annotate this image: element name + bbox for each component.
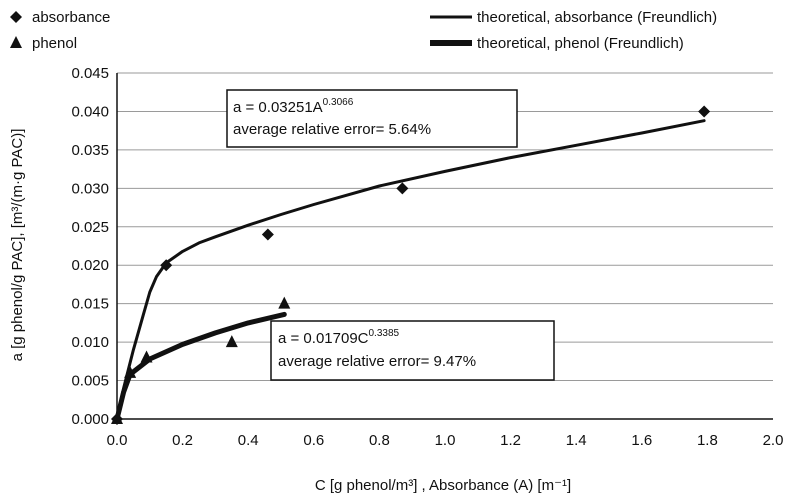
annotation-error: average relative error= 9.47%: [278, 353, 476, 370]
series-line: [114, 311, 287, 422]
data-point-triangle: [111, 412, 123, 424]
data-point-diamond: [261, 228, 274, 241]
x-tick-label: 0.4: [238, 432, 259, 449]
legend-label-phenol: phenol: [32, 35, 77, 52]
y-axis-label: a [g phenol/g PAC], [m³/(m·g PAC)]: [9, 129, 26, 362]
y-tick-labels: 0.000 0.005 0.010 0.015 0.020 0.025 0.030 0.035…: [71, 65, 109, 428]
x-tick-label: 1.6: [631, 432, 652, 449]
y-tick-label: 0.000: [71, 411, 109, 428]
data-point-triangle: [278, 296, 291, 309]
y-tick-label: 0.045: [71, 65, 109, 82]
axes: [116, 73, 773, 420]
data-point-diamond: [698, 105, 711, 118]
legend-marker-diamond: [10, 11, 22, 23]
x-tick-label: 0.6: [303, 432, 324, 449]
annotation-equation: a = 0.03251A0.3066: [233, 97, 354, 116]
x-tick-label: 0.2: [172, 432, 193, 449]
y-tick-label: 0.030: [71, 180, 109, 197]
data-point-diamond: [396, 182, 409, 195]
legend-label-theoretical-absorbance: theoretical, absorbance (Freundlich): [477, 9, 717, 26]
gridlines: [117, 72, 773, 382]
data-point-triangle: [225, 335, 238, 348]
x-tick-label: 0.8: [369, 432, 390, 449]
x-tick-label: 0.0: [107, 432, 128, 449]
series-lines: [114, 119, 706, 422]
y-tick-label: 0.025: [71, 219, 109, 236]
series-line: [115, 119, 706, 421]
annotation-box: [226, 89, 518, 148]
annotation-absorbance: a = 0.03251A0.3066 average relative erro…: [226, 89, 518, 148]
y-tick-label: 0.010: [71, 334, 109, 351]
y-tick-label: 0.005: [71, 373, 109, 390]
data-point-triangle: [140, 350, 153, 363]
annotation-equation: a = 0.01709C0.3385: [278, 328, 400, 347]
legend: absorbance phenol theoretical, absorbanc…: [10, 9, 717, 52]
legend-marker-triangle: [10, 36, 22, 48]
x-tick-label: 2.0: [763, 432, 784, 449]
y-tick-label: 0.020: [71, 257, 109, 274]
x-tick-label: 1.2: [500, 432, 521, 449]
y-tick-label: 0.015: [71, 296, 109, 313]
annotation-error: average relative error= 5.64%: [233, 121, 431, 138]
legend-label-theoretical-phenol: theoretical, phenol (Freundlich): [477, 35, 684, 52]
x-tick-label: 1.0: [435, 432, 456, 449]
y-tick-label: 0.040: [71, 103, 109, 120]
x-axis-label: C [g phenol/m³] , Absorbance (A) [m⁻¹]: [315, 477, 571, 494]
legend-label-absorbance: absorbance: [32, 9, 110, 26]
annotation-phenol: a = 0.01709C0.3385 average relative erro…: [270, 320, 555, 381]
y-tick-label: 0.035: [71, 142, 109, 159]
data-point-diamond: [160, 259, 173, 272]
x-tick-labels: 0.0 0.2 0.4 0.6 0.8 1.0 1.2 1.4 1.6 1.8 2.0: [107, 432, 784, 449]
series-points: [111, 105, 711, 425]
x-tick-label: 1.4: [566, 432, 587, 449]
x-tick-label: 1.8: [697, 432, 718, 449]
data-point-triangle: [124, 365, 137, 378]
annotation-box: [270, 320, 555, 381]
